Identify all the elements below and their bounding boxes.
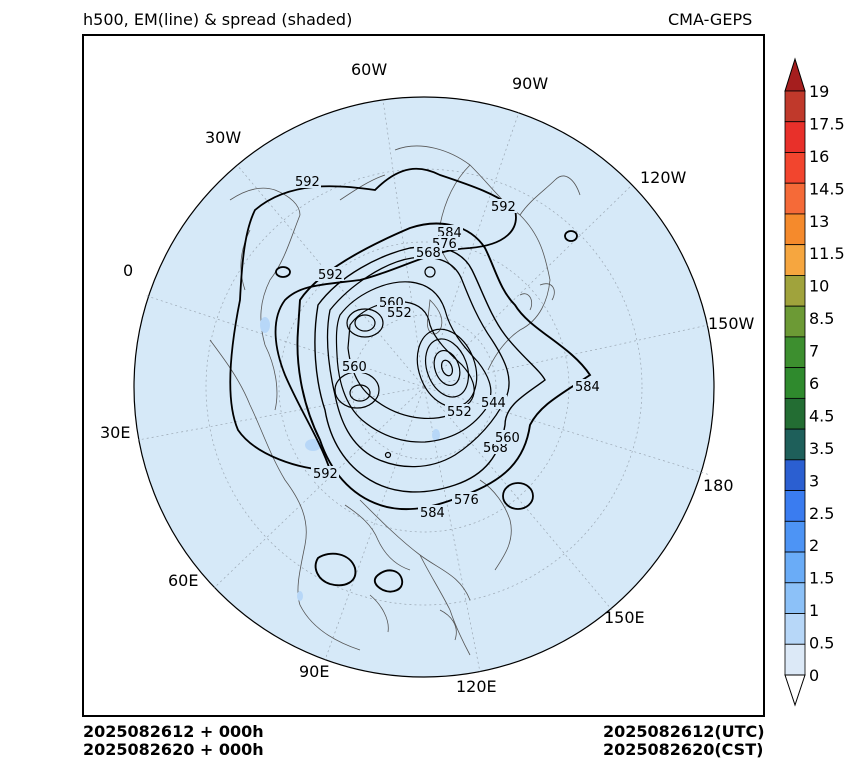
colorbar-label: 2 xyxy=(809,536,819,555)
colorbar-label: 4.5 xyxy=(809,406,834,425)
colorbar-swatch xyxy=(784,121,806,153)
colorbar-swatch xyxy=(784,152,806,184)
longitude-label: 150W xyxy=(708,314,755,333)
longitude-label: 0 xyxy=(123,261,133,280)
colorbar-swatch xyxy=(784,643,806,676)
longitude-label: 150E xyxy=(604,608,645,627)
contour-label: 560 xyxy=(495,431,520,446)
colorbar-label: 16 xyxy=(809,147,829,166)
colorbar-swatch xyxy=(784,182,806,215)
colorbar-swatch xyxy=(784,367,806,399)
valid-time: 2025082620 + 000h xyxy=(83,740,264,759)
contour-label: 544 xyxy=(481,396,506,411)
map-title: h500, EM(line) & spread (shaded) xyxy=(83,10,353,29)
colorbar-label: 17.5 xyxy=(809,114,845,133)
colorbar-swatch xyxy=(784,305,806,338)
contour-label: 592 xyxy=(295,175,320,190)
longitude-label: 120W xyxy=(640,168,687,187)
longitude-label: 180 xyxy=(703,476,734,495)
contour-label: 584 xyxy=(420,506,445,521)
longitude-label: 60E xyxy=(168,571,198,590)
colorbar-swatch xyxy=(784,428,806,461)
contour-label: 568 xyxy=(483,441,508,456)
colorbar-label: 13 xyxy=(809,212,829,231)
colorbar-label: 6 xyxy=(809,374,819,393)
colorbar-swatch xyxy=(784,397,806,430)
colorbar-label: 3.5 xyxy=(809,439,834,458)
colorbar-label: 1 xyxy=(809,601,819,620)
colorbar-swatch xyxy=(784,459,806,491)
colorbar-label: 1.5 xyxy=(809,569,834,588)
colorbar-swatch xyxy=(784,336,806,369)
spread-patches xyxy=(260,317,440,601)
colorbar-label: 11.5 xyxy=(809,244,845,263)
colorbar-label: 3 xyxy=(809,471,819,490)
colorbar-label: 10 xyxy=(809,277,829,296)
init-time: 2025082612 + 000h xyxy=(83,722,264,741)
colorbar-label: 19 xyxy=(809,82,829,101)
contour-label: 576 xyxy=(454,493,479,508)
longitude-label: 90W xyxy=(512,74,548,93)
contour-label: 584 xyxy=(575,380,600,395)
longitude-label: 60W xyxy=(351,60,387,79)
contour-label: 568 xyxy=(416,246,441,261)
colorbar-swatch xyxy=(784,613,806,645)
colorbar-swatch xyxy=(784,213,806,246)
colorbar-label: 0 xyxy=(809,666,819,685)
contour-label: 552 xyxy=(387,306,412,321)
longitude-label: 90E xyxy=(299,662,329,681)
colorbar-label: 14.5 xyxy=(809,179,845,198)
colorbar-swatch xyxy=(784,520,806,553)
longitude-label: 30E xyxy=(100,423,130,442)
colorbar-swatch xyxy=(784,490,806,522)
cst-time: 2025082620(CST) xyxy=(603,740,764,759)
colorbar-swatch xyxy=(784,275,806,307)
colorbar-swatch xyxy=(784,244,806,276)
colorbar-swatch xyxy=(784,582,806,614)
colorbar-label: 2.5 xyxy=(809,504,834,523)
longitude-label: 120E xyxy=(456,677,497,696)
colorbar-swatch xyxy=(784,90,806,123)
contour-label: 592 xyxy=(491,200,516,215)
longitude-label: 30W xyxy=(205,128,241,147)
contour-label: 592 xyxy=(318,268,343,283)
utc-time: 2025082612(UTC) xyxy=(603,722,765,741)
model-name: CMA-GEPS xyxy=(668,10,753,29)
colorbar-label: 0.5 xyxy=(809,634,834,653)
colorbar-top-arrow xyxy=(784,57,806,92)
contour-label: 592 xyxy=(313,467,338,482)
contour-label: 560 xyxy=(342,360,367,375)
colorbar: 1917.51614.51311.5108.5764.53.532.521.51… xyxy=(784,57,845,707)
colorbar-label: 8.5 xyxy=(809,309,834,328)
colorbar-label: 7 xyxy=(809,342,819,361)
colorbar-bottom-arrow xyxy=(784,674,806,707)
coastlines xyxy=(209,145,581,656)
contour-label: 552 xyxy=(447,405,472,420)
colorbar-swatch xyxy=(784,551,806,584)
